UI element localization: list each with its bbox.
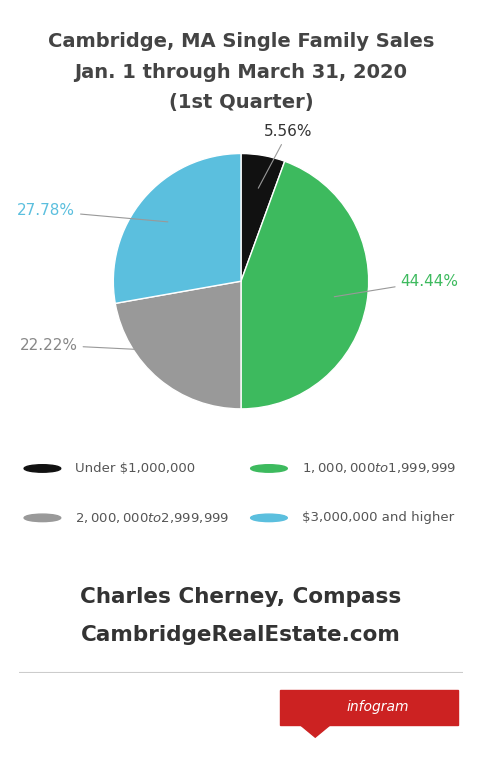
Text: 5.56%: 5.56% — [258, 125, 312, 188]
Wedge shape — [113, 154, 241, 303]
Text: $3,000,000 and higher: $3,000,000 and higher — [302, 511, 454, 524]
Text: 22.22%: 22.22% — [20, 337, 179, 353]
Text: $1,000,000 to $1,999,999: $1,000,000 to $1,999,999 — [302, 461, 456, 476]
Circle shape — [251, 464, 287, 472]
Bar — [280, 690, 458, 725]
Text: CambridgeRealEstate.com: CambridgeRealEstate.com — [81, 625, 401, 644]
Wedge shape — [115, 281, 241, 409]
Text: Under $1,000,000: Under $1,000,000 — [75, 462, 195, 475]
Circle shape — [24, 514, 61, 521]
Wedge shape — [241, 154, 285, 281]
Circle shape — [251, 514, 287, 521]
Text: Charles Cherney, Compass: Charles Cherney, Compass — [80, 587, 402, 606]
Text: Cambridge, MA Single Family Sales: Cambridge, MA Single Family Sales — [48, 33, 434, 52]
Text: infogram: infogram — [347, 699, 409, 714]
Text: Jan. 1 through March 31, 2020: Jan. 1 through March 31, 2020 — [75, 62, 407, 81]
Circle shape — [24, 464, 61, 472]
Text: 44.44%: 44.44% — [335, 274, 458, 296]
Text: $2,000,000 to $2,999,999: $2,000,000 to $2,999,999 — [75, 511, 229, 525]
Polygon shape — [301, 725, 330, 737]
Wedge shape — [241, 161, 369, 409]
Text: (1st Quarter): (1st Quarter) — [169, 93, 313, 112]
Text: 27.78%: 27.78% — [17, 204, 168, 222]
